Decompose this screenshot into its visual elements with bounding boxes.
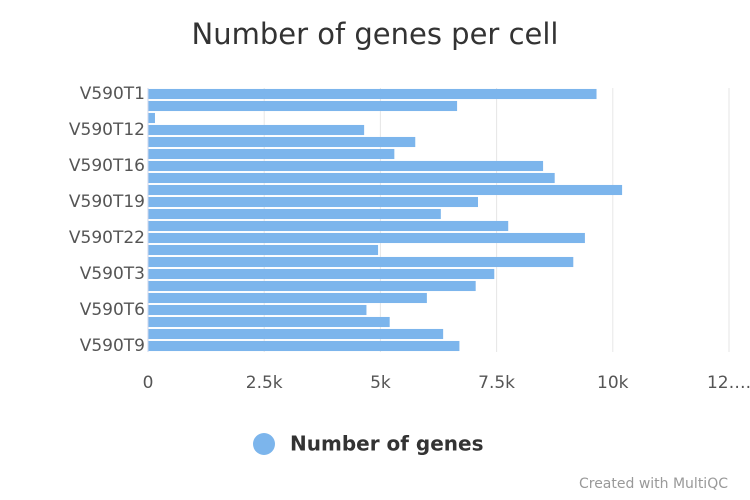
x-tick-label: 12…. (707, 373, 750, 393)
y-tick-label: V590T3 (80, 264, 145, 284)
credit: Created with MultiQC (579, 476, 728, 492)
x-tick-label: 0 (143, 373, 154, 393)
x-tick-label: 7.5k (478, 373, 515, 393)
bar (148, 172, 555, 184)
bar (148, 112, 155, 124)
legend-marker (253, 433, 275, 455)
bar (148, 100, 458, 112)
x-tick-label: 5k (370, 373, 391, 393)
bar (148, 232, 585, 244)
y-tick-label: V590T16 (69, 156, 145, 176)
bar (148, 280, 476, 292)
bar (148, 316, 390, 328)
bar (148, 328, 444, 340)
bar (148, 256, 574, 268)
bar (148, 88, 597, 100)
y-tick-label: V590T22 (69, 228, 145, 248)
legend-label: Number of genes (290, 432, 484, 456)
y-tick-label: V590T1 (80, 84, 145, 104)
y-tick-label: V590T6 (80, 300, 145, 320)
bar (148, 160, 544, 172)
x-tick-label: 10k (597, 373, 629, 393)
bar (148, 136, 416, 148)
bar (148, 268, 495, 280)
bar (148, 196, 479, 208)
bar (148, 124, 365, 136)
y-tick-label: V590T19 (69, 192, 145, 212)
bar (148, 304, 367, 316)
bar (148, 208, 441, 220)
x-tick-label: 2.5k (246, 373, 283, 393)
y-tick-label: V590T9 (80, 336, 145, 356)
bar (148, 184, 623, 196)
chart-title: Number of genes per cell (192, 17, 559, 51)
bar (148, 148, 395, 160)
bar (148, 244, 379, 256)
bar (148, 292, 427, 304)
y-tick-label: V590T12 (69, 120, 145, 140)
bar (148, 340, 460, 352)
bar (148, 220, 509, 232)
